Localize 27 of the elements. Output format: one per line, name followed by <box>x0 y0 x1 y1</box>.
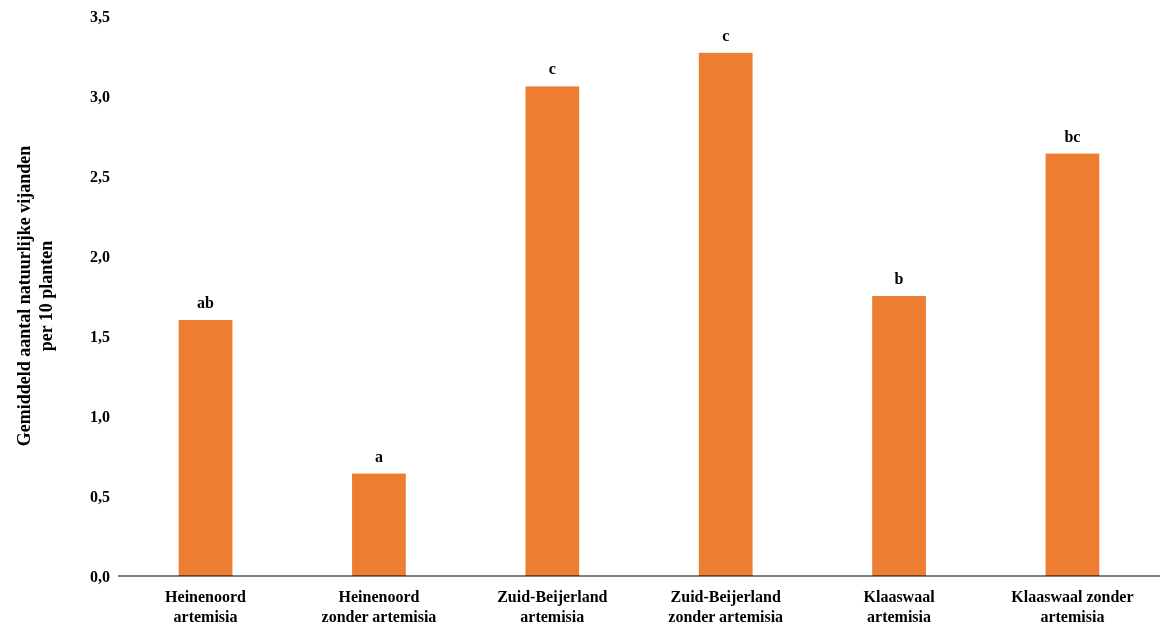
x-tick-label: Klaaswaal zonder artemisia <box>1011 588 1134 625</box>
annotation: c <box>722 26 730 44</box>
bar <box>525 86 580 576</box>
x-tick-label: Zuid-Beijerland zonder artemisia <box>668 588 784 625</box>
x-tick-label: Zuid-Beijerland artemisia <box>497 588 608 625</box>
x-tick-label: Heinenoord zonder artemisia <box>321 588 437 625</box>
annotation: a <box>374 447 383 465</box>
y-axis-title: Gemiddeld aantal natuurlijke vijanden per 10 planten <box>14 145 56 447</box>
y-tick-label: 0,0 <box>90 567 110 585</box>
bar <box>698 52 753 576</box>
y-tick-label: 3,0 <box>90 87 110 105</box>
y-tick-label: 0,5 <box>90 487 110 505</box>
bar <box>352 473 406 576</box>
bar <box>1045 153 1100 576</box>
x-tick-label: Klaaswaal artemisia <box>863 588 936 625</box>
annotation: b <box>894 270 904 287</box>
bar <box>178 320 233 576</box>
x-tick-label: Heinenoord artemisia <box>165 588 247 625</box>
annotation: c <box>548 60 556 78</box>
y-tick-label: 3,5 <box>90 7 110 25</box>
annotation: ab <box>197 294 215 311</box>
y-tick-label: 2,5 <box>90 167 110 185</box>
annotation: bc <box>1064 127 1081 145</box>
bar <box>872 296 926 576</box>
y-tick-label: 1,0 <box>90 407 110 425</box>
y-tick-label: 1,5 <box>90 327 110 345</box>
y-tick-label: 2,0 <box>90 247 110 265</box>
